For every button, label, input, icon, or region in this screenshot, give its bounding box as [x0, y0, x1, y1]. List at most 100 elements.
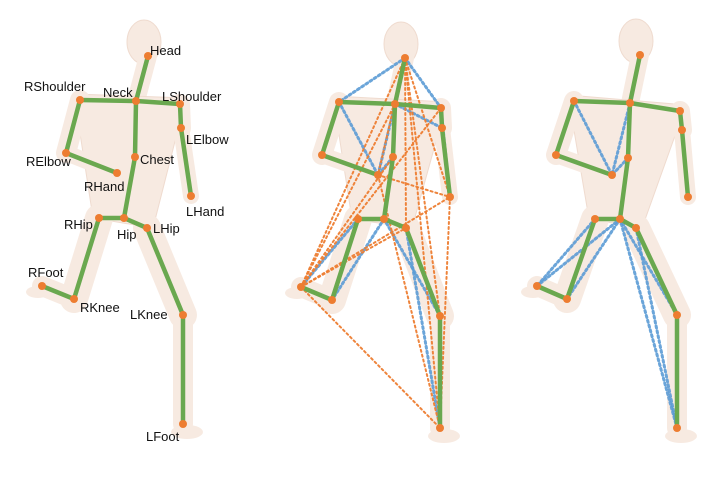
label-rshoulder: RShoulder: [24, 79, 86, 94]
panel-2-joint-rshoulder: [335, 98, 343, 106]
label-hip: Hip: [117, 227, 137, 242]
panel-2-global-edge-head-lhand: [404, 57, 451, 198]
body-left-foot-shape: [665, 429, 697, 443]
panel-2-joint-rfoot: [297, 283, 305, 291]
panel-2-joint-head: [401, 54, 409, 62]
panel-2-global-edge-head-lknee: [404, 57, 441, 317]
panel-2-joint-rknee: [328, 296, 336, 304]
label-lhand: LHand: [186, 204, 224, 219]
panel-1-joint-chest: [131, 153, 139, 161]
panel-2-global-edge-rfoot-lfoot: [300, 286, 441, 429]
panel-3-local-edge-hip-rfoot: [535, 217, 622, 288]
panel-2-bone-relbow-rhand: [319, 152, 381, 178]
panel-2-bone-head-neck: [392, 55, 408, 107]
panel-2-global-edge-rfoot-lshoulder: [300, 107, 442, 288]
panel-2-joint-hip: [380, 215, 388, 223]
panel-2-joint-lhand: [446, 193, 454, 201]
panel-3-joint-lhand: [684, 193, 692, 201]
panel-3-joint-relbow: [552, 151, 560, 159]
panel-2-global-edge-rfoot-neck: [300, 103, 396, 288]
panel-2-bone-neck-chest: [390, 101, 398, 160]
panel-2-global-edge-rfoot-lhip: [300, 227, 407, 288]
panel-1-joint-rhip: [95, 214, 103, 222]
panel-3-local-edge-hip-lfoot: [618, 217, 679, 430]
panel-3-local-edge-rshoulder-rhand: [572, 99, 614, 177]
panel-2-joint-rhip: [354, 215, 362, 223]
body-figure-2: [285, 21, 460, 443]
panel-3-bone-rknee-rfoot: [534, 283, 570, 302]
panel-3-joint-neck: [626, 99, 634, 107]
panel-2-bone-chest-hip: [381, 154, 396, 222]
panel-1-joint-lknee: [179, 311, 187, 319]
label-lfoot: LFoot: [146, 429, 180, 444]
body-left-foot-shape: [428, 429, 460, 443]
panel-3-joint-lfoot: [673, 424, 681, 432]
panel-2-bone-neck-lshoulder: [392, 101, 444, 111]
panel-1-joint-lhip: [143, 224, 151, 232]
panel-2-joint-relbow: [318, 151, 326, 159]
panel-2-bone-lelbow-lhand: [439, 125, 453, 200]
panel-3-local-edge-neck-rhand: [610, 101, 632, 177]
label-rknee: RKnee: [80, 300, 120, 315]
panel-2-bone-rhip-rknee: [329, 216, 361, 303]
panel-2-global-edge-head-lfoot: [404, 57, 441, 429]
label-relbow: RElbow: [26, 154, 71, 169]
panel-2-joint-rhand: [374, 171, 382, 179]
label-lhip: LHip: [153, 221, 180, 236]
panel-3-local-edge-hip-rknee: [565, 217, 622, 301]
panel-1-bone-rshoulder-relbow: [63, 97, 83, 156]
panel-3-bone-rshoulder-relbow: [553, 98, 577, 158]
panel-2-joint-chest: [389, 153, 397, 161]
panel-2-joint-lelbow: [438, 124, 446, 132]
panel-1-bone-rknee-rfoot: [39, 283, 77, 302]
panel-3-bone-lelbow-lhand: [679, 127, 691, 200]
panel-3-local-edge-rhip-rfoot: [535, 217, 597, 288]
panel-1-bone-chest-hip: [121, 154, 138, 221]
panel-2-joint-lfoot: [436, 424, 444, 432]
panel-2-joint-lshoulder: [437, 104, 445, 112]
panel-3-joint-lelbow: [678, 126, 686, 134]
panel-1-joint-neck: [132, 97, 140, 105]
panel-1-joint-rfoot: [38, 282, 46, 290]
panel-3-local-edge-lhip-lfoot: [634, 226, 679, 430]
panel-2-local-edge-rshoulder-rhand: [337, 100, 380, 177]
panel-1-bone-neck-rshoulder: [77, 97, 139, 104]
label-head: Head: [150, 43, 181, 58]
panel-1-bone-neck-lshoulder: [133, 98, 183, 107]
panel-3-bone-chest-hip: [617, 155, 631, 222]
panel-3-joint-rfoot: [533, 282, 541, 290]
panel-1-joint-lfoot: [179, 420, 187, 428]
panel-2-local-edge-hip-rknee: [330, 217, 386, 302]
panel-2-local-edge-lhip-lfoot: [404, 226, 442, 430]
panel-3-joint-lshoulder: [676, 107, 684, 115]
panel-2-local-edge-head-rshoulder: [337, 56, 407, 104]
panel-2-local-edge-neck-lelbow: [393, 102, 444, 130]
panel-1-bone-lelbow-lhand: [178, 125, 194, 199]
panel-3-joint-rknee: [563, 295, 571, 303]
panel-1-joint-hip: [120, 214, 128, 222]
panel-1-bone-lshoulder-lelbow: [177, 101, 184, 131]
panel-3-joint-head: [636, 51, 644, 59]
panel-1-bone-neck-chest: [132, 98, 139, 160]
panel-3-bone-neck-chest: [625, 100, 633, 161]
panel-3-joint-lhip: [632, 224, 640, 232]
panel-1-joint-lelbow: [177, 124, 185, 132]
panel-1-bone-rhip-rknee: [71, 215, 102, 302]
label-rfoot: RFoot: [28, 265, 64, 280]
panel-1-joint-rshoulder: [76, 96, 84, 104]
panel-3-bone-neck-lshoulder: [627, 100, 683, 114]
panel-1-bone-relbow-rhand: [63, 150, 120, 176]
panel-2-global-edge-rfoot-lhand: [300, 196, 451, 288]
label-lknee: LKnee: [130, 307, 168, 322]
panel-2-joint-lhip: [402, 224, 410, 232]
panel-1-joint-relbow: [62, 149, 70, 157]
label-lelbow: LElbow: [186, 132, 229, 147]
panel-2-joint-lknee: [436, 312, 444, 320]
panel-2-bone-neck-rshoulder: [336, 99, 398, 107]
panel-1-joint-lhand: [187, 192, 195, 200]
panel-3-joint-hip: [616, 215, 624, 223]
panel-3-joint-rshoulder: [570, 97, 578, 105]
panel-3-bone-rhip-rknee: [564, 216, 598, 302]
panel-3-bone-head-neck: [627, 52, 643, 106]
panel-3-bone-neck-rshoulder: [571, 98, 633, 106]
